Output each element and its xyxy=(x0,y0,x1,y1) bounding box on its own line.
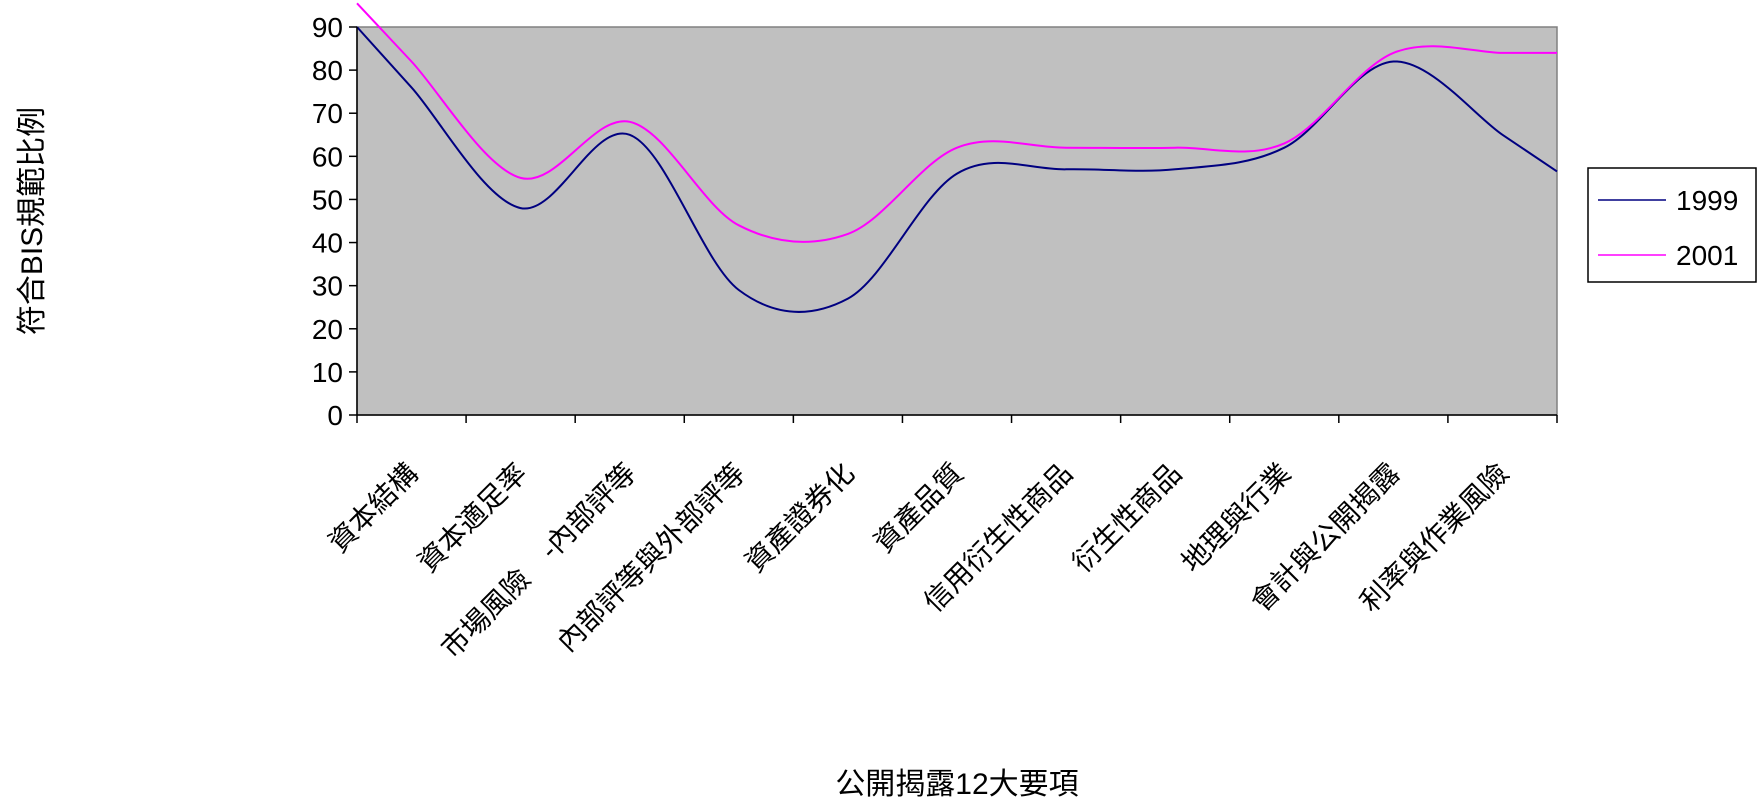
y-tick-label: 10 xyxy=(312,357,343,388)
legend-label-1999: 1999 xyxy=(1676,185,1738,216)
legend-label-2001: 2001 xyxy=(1676,240,1738,271)
x-category-label: 資產品質 xyxy=(868,457,969,558)
x-axis-title: 公開揭露12大要項 xyxy=(835,768,1078,801)
y-tick-label: 70 xyxy=(312,98,343,129)
series-line-2001 xyxy=(356,2,1557,243)
x-category-label: 內部評等與外部評等 xyxy=(551,457,751,657)
y-tick-label: 40 xyxy=(312,228,343,259)
x-category-label: 資本適足率 xyxy=(412,457,533,578)
series-group xyxy=(356,2,1558,313)
y-axis-title: 符合BIS規範比例 xyxy=(16,107,49,335)
y-tick-label: 80 xyxy=(312,55,343,86)
plot-area xyxy=(356,26,1558,416)
series-line-1999 xyxy=(356,26,1558,313)
axes-group xyxy=(356,27,1557,416)
y-tick-label: 20 xyxy=(312,314,343,345)
y-tick-label: 50 xyxy=(312,184,343,215)
x-category-label: 衍生性商品 xyxy=(1066,457,1187,578)
x-category-label: 市場風險 -內部評等 xyxy=(435,457,642,664)
y-tick-label: 30 xyxy=(312,271,343,302)
y-ticks: 0 10 20 30 40 50 60 70 80 90 xyxy=(312,12,357,431)
y-tick-label: 0 xyxy=(327,400,343,431)
y-tick-label: 90 xyxy=(312,12,343,43)
legend-box xyxy=(1587,167,1757,283)
x-category-label: 資產證券化 xyxy=(739,457,860,578)
y-tick-label: 60 xyxy=(312,141,343,172)
legend: 1999 2001 xyxy=(1587,167,1757,283)
x-category-label: 資本結構 xyxy=(323,457,424,558)
plot-background xyxy=(356,26,1558,416)
x-category-label: 地理與行業 xyxy=(1176,457,1297,578)
x-ticks xyxy=(356,415,1558,423)
